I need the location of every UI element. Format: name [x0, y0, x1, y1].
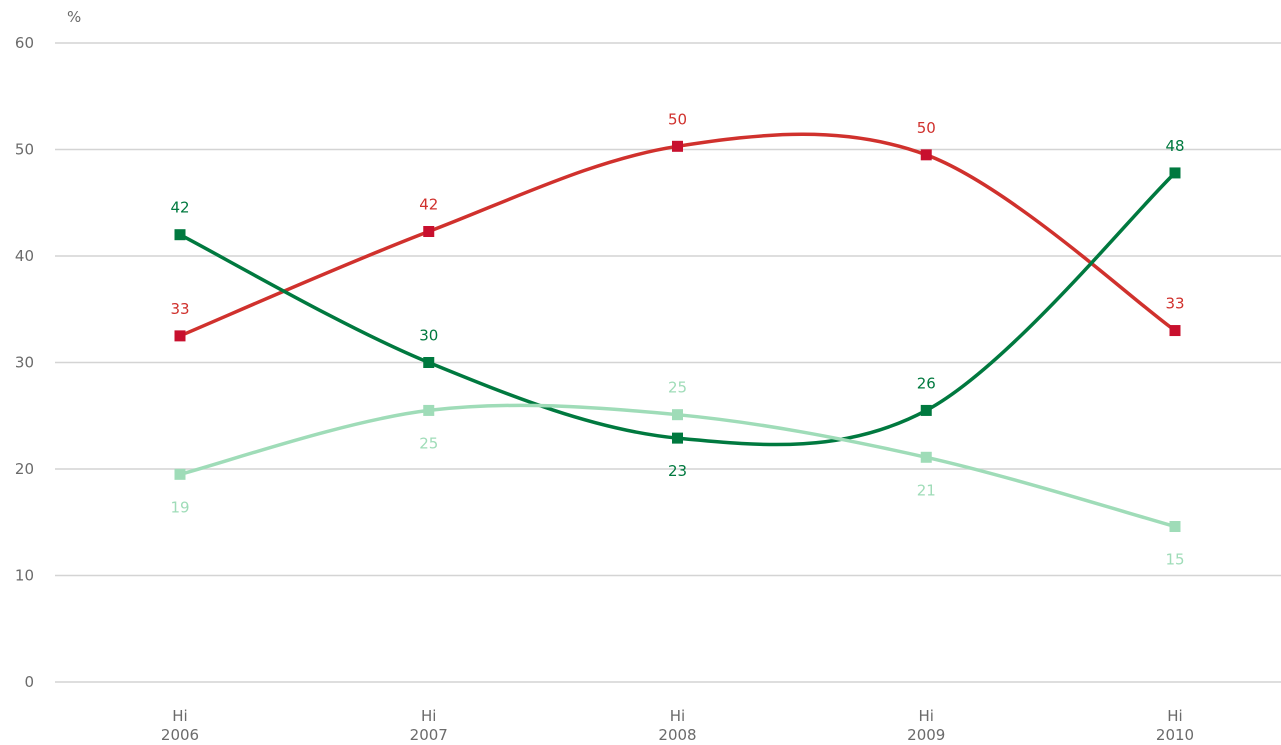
series-2-point: [920, 404, 932, 416]
x-tick-label-line2: 2007: [410, 726, 448, 744]
y-axis: % 0 10 20 30 40 50 60: [15, 8, 81, 691]
series-2-point: [423, 357, 435, 368]
x-tick-label-line1: Hi: [1167, 707, 1182, 725]
data-labels: 33 42 50 50 33 42 30 23 26 48 19 25 25 21 15: [170, 110, 1184, 568]
series-2-data-label: 23: [668, 462, 687, 480]
series-2-point: [672, 432, 683, 444]
series-2-point: [1169, 167, 1181, 179]
series-1-data-label: 50: [917, 119, 936, 137]
x-tick-label-line2: 2006: [161, 726, 199, 744]
y-tick-label: 30: [15, 354, 34, 372]
x-tick-label-line1: Hi: [919, 707, 934, 725]
series-1-point: [920, 149, 932, 161]
y-tick-label: 10: [15, 567, 34, 585]
series-3-data-label: 25: [668, 379, 687, 397]
series-3-data-label: 25: [419, 434, 438, 452]
x-tick-label-line1: Hi: [172, 707, 187, 725]
series-2-data-label: 48: [1165, 137, 1184, 155]
series-1-data-label: 33: [1165, 295, 1184, 313]
series-3-data-label: 15: [1165, 551, 1184, 569]
series-3-point: [174, 468, 186, 480]
series-2-data-label: 26: [917, 374, 936, 392]
y-tick-label: 50: [15, 141, 34, 159]
y-tick-label: 0: [24, 673, 34, 691]
series-1-data-label: 42: [419, 196, 438, 214]
y-tick-label: 60: [15, 34, 34, 52]
series-1-point: [423, 226, 435, 238]
series-line-1: [178, 132, 1177, 338]
series-2-point: [174, 229, 186, 241]
series-3-point: [920, 451, 932, 463]
series-3-data-label: 21: [917, 481, 936, 499]
x-tick-label-line2: 2008: [658, 726, 696, 744]
series-markers: [174, 140, 1181, 533]
y-axis-unit-label: %: [67, 8, 81, 26]
grid-lines: [55, 42, 1281, 683]
series-1-point: [174, 330, 186, 342]
y-tick-label: 40: [15, 247, 34, 265]
series-2-data-label: 42: [170, 199, 189, 217]
series-1-data-label: 33: [170, 300, 189, 318]
series-1-point: [672, 140, 683, 152]
series-3-data-label: 19: [170, 498, 189, 516]
x-tick-label-line1: Hi: [670, 707, 685, 725]
series-3-point: [672, 409, 683, 421]
y-tick-label: 20: [15, 460, 34, 478]
series-2-data-label: 30: [419, 327, 438, 345]
series-1-point: [1169, 325, 1181, 337]
x-tick-label-line1: Hi: [421, 707, 436, 725]
x-tick-label-line2: 2010: [1156, 726, 1194, 744]
series-1-data-label: 50: [668, 110, 687, 128]
series-3-point: [1169, 521, 1181, 533]
series-3-point: [423, 404, 435, 416]
x-tick-label-line2: 2009: [907, 726, 945, 744]
